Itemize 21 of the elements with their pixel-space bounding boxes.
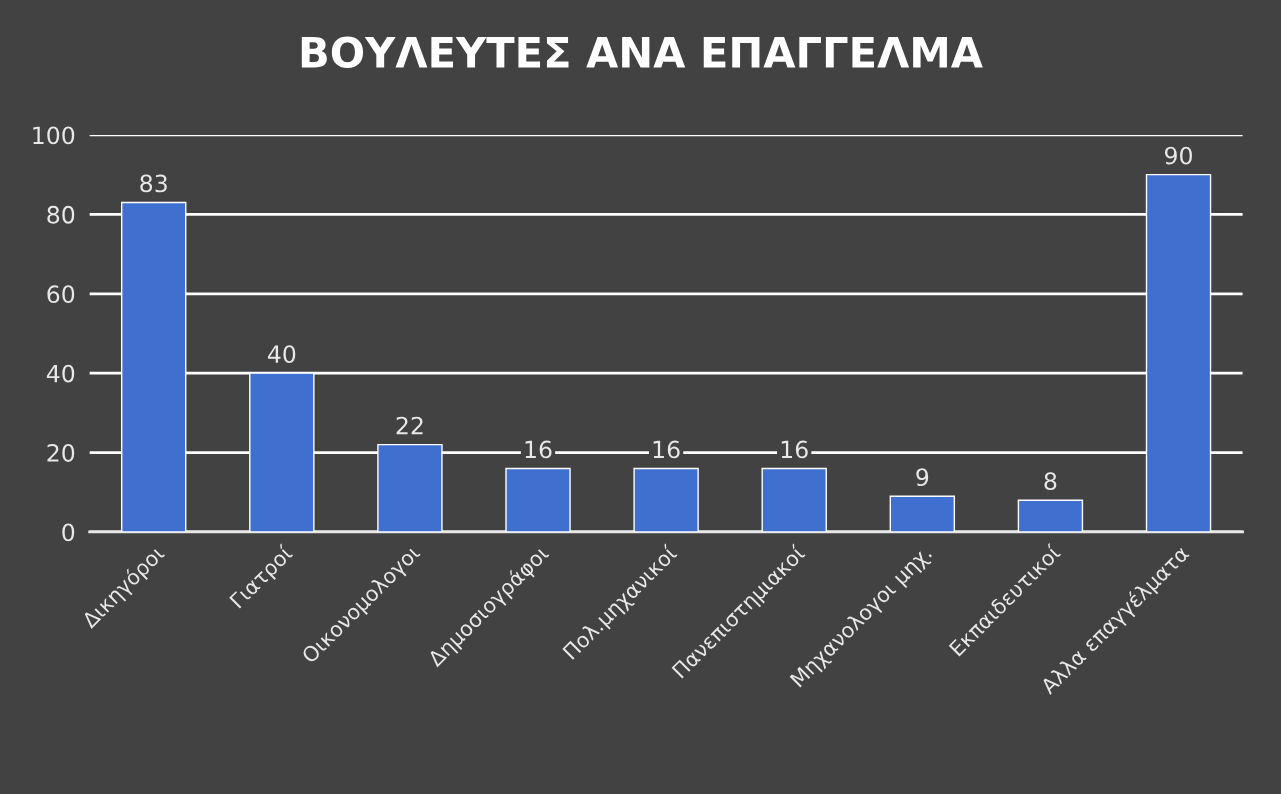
y-tick-label: 40: [46, 364, 75, 383]
y-tick-label: 0: [62, 523, 75, 542]
data-label: 8: [1044, 472, 1057, 491]
y-tick-label: 60: [47, 285, 75, 304]
data-label: 83: [140, 174, 167, 193]
bar: [505, 467, 571, 532]
data-label: 16: [781, 440, 808, 459]
bar: [1017, 499, 1084, 532]
data-label: 90: [1164, 146, 1192, 165]
chart-title: ΒΟΥΛΕΥΤΕΣ ΑΝΑ ΕΠΑΓΓΕΛΜΑ: [301, 36, 983, 68]
data-label: 16: [653, 440, 680, 459]
data-label: 22: [396, 416, 423, 435]
data-label: 16: [525, 440, 552, 459]
bar: [633, 467, 699, 532]
data-label: 40: [267, 345, 296, 364]
bar: [889, 495, 956, 532]
y-tick-label: 20: [47, 444, 75, 462]
bar: [761, 467, 827, 532]
y-tick-label: 100: [33, 126, 75, 145]
y-tick-label: 80: [47, 205, 75, 224]
data-label: 9: [916, 468, 929, 487]
